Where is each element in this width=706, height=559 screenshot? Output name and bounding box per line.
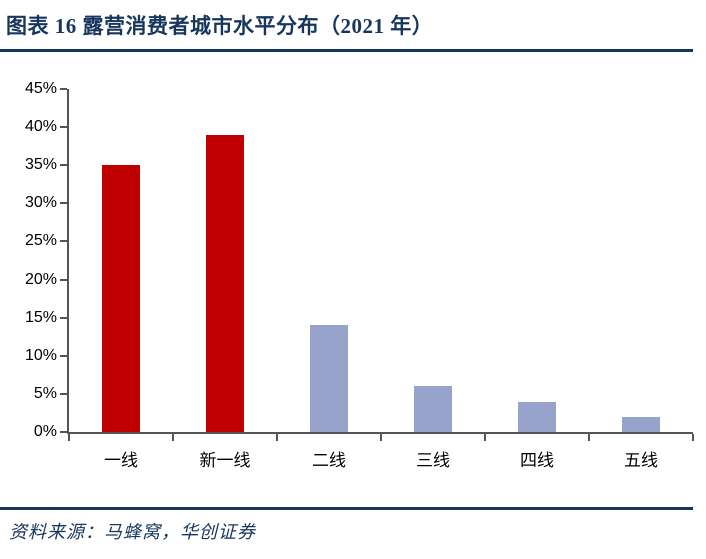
bar-三线 bbox=[414, 386, 452, 432]
x-axis-label-一线: 一线 bbox=[104, 451, 138, 470]
x-axis-label-四线: 四线 bbox=[520, 451, 554, 470]
bar-新一线 bbox=[206, 134, 244, 432]
y-axis-tick bbox=[60, 164, 67, 167]
x-axis-label-新一线: 新一线 bbox=[199, 451, 251, 470]
y-axis-tick-label: 15% bbox=[24, 308, 57, 326]
x-axis-tick bbox=[588, 434, 590, 441]
y-axis-tick-label: 25% bbox=[24, 232, 57, 250]
y-axis-tick bbox=[60, 240, 67, 243]
y-axis-tick-label: 10% bbox=[24, 346, 57, 364]
x-axis-label-五线: 五线 bbox=[624, 451, 658, 470]
x-axis-tick bbox=[484, 434, 486, 441]
source-note: 资料来源：马蜂窝，华创证券 bbox=[9, 522, 256, 542]
x-axis-label-三线: 三线 bbox=[416, 451, 450, 470]
y-axis-tick-label: 5% bbox=[33, 384, 57, 402]
y-axis-tick bbox=[60, 431, 67, 433]
y-axis-tick-label: 35% bbox=[24, 156, 57, 174]
x-axis-tick bbox=[380, 434, 382, 441]
y-axis-tick bbox=[60, 126, 67, 129]
bar-四线 bbox=[518, 401, 556, 432]
y-axis-tick bbox=[60, 202, 67, 205]
y-axis-tick-label: 0% bbox=[33, 423, 57, 440]
bar-一线 bbox=[102, 165, 140, 432]
x-axis-label-二线: 二线 bbox=[312, 451, 346, 470]
bar-五线 bbox=[622, 416, 660, 432]
figure-title: 图表 16 露营消费者城市水平分布（2021 年） bbox=[6, 14, 434, 38]
y-axis-tick-label: 45% bbox=[24, 80, 57, 97]
y-axis-tick-label: 20% bbox=[24, 270, 57, 288]
footer-rule bbox=[0, 507, 693, 510]
x-axis-tick bbox=[276, 434, 278, 441]
y-axis-tick bbox=[60, 316, 67, 319]
y-axis-tick bbox=[60, 354, 67, 357]
y-axis-tick bbox=[60, 278, 67, 281]
header-rule bbox=[0, 49, 693, 52]
y-axis-tick bbox=[60, 392, 67, 395]
y-axis-tick-label: 30% bbox=[24, 194, 57, 212]
x-axis-tick bbox=[692, 434, 694, 441]
y-axis-tick-label: 40% bbox=[24, 118, 57, 136]
bar-chart-plot-area: 0% 5% 10% 15% 20% 25% 30% 35% 40% 45% 一线 新一线 二线 三线 四线 五… bbox=[25, 80, 694, 470]
x-axis-tick bbox=[68, 434, 70, 441]
bar-二线 bbox=[310, 325, 348, 432]
y-axis-tick bbox=[60, 88, 67, 90]
x-axis-tick bbox=[172, 434, 174, 441]
